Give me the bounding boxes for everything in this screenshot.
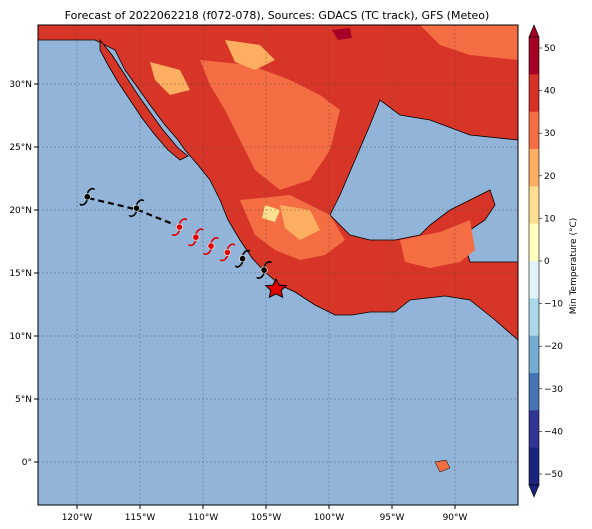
zone-mild-2	[280, 205, 320, 240]
active-storm-symbol-icon	[171, 218, 188, 237]
colorbar-segment	[529, 149, 539, 187]
map-title: Forecast of 2022062218 (f072-078), Sourc…	[65, 9, 490, 22]
colorbar: 50 40 30 20 10 0 −10 −20 −30 −40 −50	[528, 24, 563, 498]
land-baja-california	[99, 38, 189, 161]
tc-track-points	[79, 187, 272, 280]
colorbar-tick-label: 40	[544, 87, 556, 97]
x-tick-label: 105°W	[251, 513, 282, 523]
colorbar-segment	[529, 298, 539, 337]
active-storm-symbol-icon	[219, 243, 236, 262]
x-tick-label: 115°W	[125, 513, 156, 523]
island-galapagos	[434, 459, 451, 473]
active-storm-symbol-icon	[203, 237, 219, 256]
zone-warm-2	[420, 25, 518, 60]
y-tick-label: 15°N	[9, 269, 32, 279]
colorbar-tick-label: 50	[544, 44, 556, 54]
x-tick-label: 90°W	[443, 513, 468, 523]
colorbar-tick-label: −10	[544, 300, 563, 310]
colorbar-tick-label: 20	[544, 172, 556, 182]
y-tick-label: 0°	[22, 458, 32, 468]
zone-warm-1	[200, 60, 340, 190]
colorbar-segment	[529, 447, 539, 486]
y-tick-label: 25°N	[9, 143, 32, 153]
colorbar-tick-label: 0	[544, 257, 550, 267]
colorbar-segment	[529, 186, 539, 225]
y-axis-ticks: 30°N 25°N 20°N 15°N 10°N 5°N 0°	[9, 80, 38, 468]
forecast-storm-symbol-icon	[234, 249, 251, 268]
map-area	[38, 25, 518, 505]
colorbar-segment	[529, 37, 539, 75]
colorbar-segment	[529, 335, 539, 374]
y-tick-label: 30°N	[9, 80, 32, 90]
zone-mild-1	[225, 40, 275, 70]
y-tick-label: 10°N	[9, 332, 32, 342]
gridlines	[38, 25, 518, 505]
y-tick-label: 5°N	[15, 395, 32, 405]
current-position-star	[264, 277, 288, 299]
zone-hottest	[332, 28, 352, 40]
forecast-storm-symbol-icon	[79, 187, 96, 206]
colorbar-segment	[529, 74, 539, 113]
colorbar-segment	[529, 410, 539, 449]
zone-cool	[262, 205, 280, 222]
x-tick-label: 120°W	[62, 513, 93, 523]
colorbar-label: Min Temperature (°C)	[569, 218, 579, 315]
colorbar-segment	[529, 261, 539, 299]
forecast-storm-symbol-icon	[256, 261, 272, 280]
colorbar-segment	[529, 373, 539, 411]
colorbar-tick-label: −50	[544, 470, 563, 480]
zone-warm-4	[400, 220, 475, 268]
map-frame	[37, 24, 519, 506]
colorbar-segment	[529, 111, 539, 150]
y-tick-label: 20°N	[9, 206, 32, 216]
x-tick-label: 100°W	[314, 513, 345, 523]
colorbar-tick-label: −40	[544, 427, 563, 437]
colorbar-tick-label: 30	[544, 129, 556, 139]
x-tick-label: 95°W	[380, 513, 405, 523]
colorbar-segment	[529, 223, 539, 262]
colorbar-min-extend	[528, 484, 540, 498]
zone-mild-3	[150, 62, 190, 95]
active-storm-symbol-icon	[188, 228, 204, 247]
colorbar-tick-label: 10	[544, 214, 556, 224]
x-axis-ticks: 120°W 115°W 110°W 105°W 100°W 95°W 90°W	[62, 505, 468, 523]
colorbar-tick-label: −30	[544, 385, 563, 395]
forecast-storm-symbol-icon	[128, 199, 145, 218]
colorbar-tick-label: −20	[544, 342, 563, 352]
colorbar-max-extend	[528, 24, 540, 38]
x-tick-label: 110°W	[188, 513, 219, 523]
